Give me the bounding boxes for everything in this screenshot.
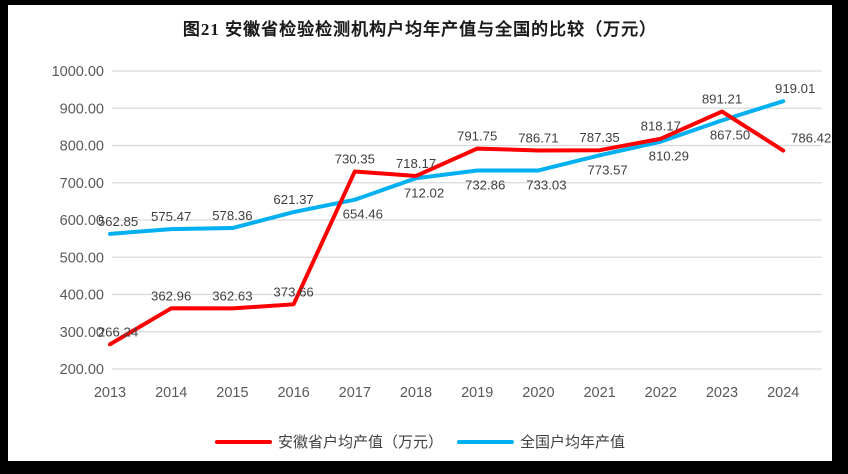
data-label-national: 810.29 <box>649 149 689 164</box>
data-label-anhui: 730.35 <box>335 151 375 166</box>
legend-label-anhui: 安徽省户均产值（万元） <box>277 434 443 451</box>
y-tick-label: 200.00 <box>60 362 104 378</box>
data-label-national: 575.47 <box>151 209 191 224</box>
data-label-anhui: 373.66 <box>273 284 313 299</box>
chart-canvas: 图21 安徽省检验检测机构户均年产值与全国的比较（万元） 1000.00 900.… <box>8 5 832 461</box>
x-tick-label: 2017 <box>339 385 371 401</box>
data-label-anhui: 266.24 <box>98 324 138 339</box>
data-label-anhui: 818.17 <box>641 119 681 134</box>
y-tick-label: 400.00 <box>60 288 104 304</box>
legend-label-national: 全国户均年产值 <box>520 434 626 451</box>
data-label-anhui: 787.35 <box>579 130 619 145</box>
data-label-anhui: 891.21 <box>702 92 742 107</box>
data-label-national: 732.86 <box>465 178 505 193</box>
y-tick-label: 700.00 <box>60 176 104 192</box>
legend-item-national: 全国户均年产值 <box>457 431 625 452</box>
series-line-national <box>108 99 786 236</box>
x-tick-label: 2018 <box>400 385 432 401</box>
x-tick-label: 2019 <box>461 385 493 401</box>
data-label-national: 919.01 <box>775 81 815 96</box>
chart-title: 图21 安徽省检验检测机构户均年产值与全国的比较（万元） <box>182 20 658 39</box>
y-tick-label: 1000.00 <box>52 64 104 80</box>
data-label-anhui: 362.96 <box>151 288 191 303</box>
x-tick-label: 2015 <box>216 385 248 401</box>
data-label-anhui: 362.63 <box>212 288 252 303</box>
x-tick-label: 2024 <box>767 385 799 401</box>
legend-item-anhui: 安徽省户均产值（万元） <box>214 431 443 452</box>
x-tick-label: 2022 <box>645 385 677 401</box>
legend-line-swatch-red <box>214 439 272 444</box>
data-label-national: 654.46 <box>343 207 383 222</box>
series-line-anhui <box>108 109 786 347</box>
y-tick-label: 300.00 <box>60 325 104 341</box>
data-label-national: 712.02 <box>404 185 444 200</box>
y-tick-label: 500.00 <box>60 250 104 266</box>
x-tick-label: 2020 <box>522 385 554 401</box>
x-tick-label: 2021 <box>583 385 615 401</box>
data-label-national: 578.36 <box>212 208 252 223</box>
x-tick-label: 2016 <box>277 385 309 401</box>
data-label-national: 773.57 <box>587 162 627 177</box>
x-tick-label: 2023 <box>706 385 738 401</box>
data-label-national: 733.03 <box>526 177 566 192</box>
data-label-anhui: 791.75 <box>457 129 497 144</box>
y-tick-label: 600.00 <box>60 213 104 229</box>
line-chart: 1000.00 900.00 800.00 700.00 600.00 500.00 400… <box>52 64 832 401</box>
chart-legend: 安徽省户均产值（万元） 全国户均年产值 <box>8 431 832 452</box>
data-label-national: 867.50 <box>710 127 750 142</box>
x-tick-label: 2013 <box>94 385 126 401</box>
data-label-anhui: 786.42 <box>791 131 831 146</box>
data-label-national: 562.85 <box>98 214 138 229</box>
legend-line-swatch-blue <box>457 439 514 444</box>
data-label-anhui: 718.17 <box>396 156 436 171</box>
x-tick-label: 2014 <box>155 385 187 401</box>
data-label-national: 621.37 <box>273 192 313 207</box>
data-label-anhui: 786.71 <box>518 130 558 145</box>
y-tick-label: 900.00 <box>60 101 104 117</box>
y-tick-label: 800.00 <box>60 139 104 155</box>
